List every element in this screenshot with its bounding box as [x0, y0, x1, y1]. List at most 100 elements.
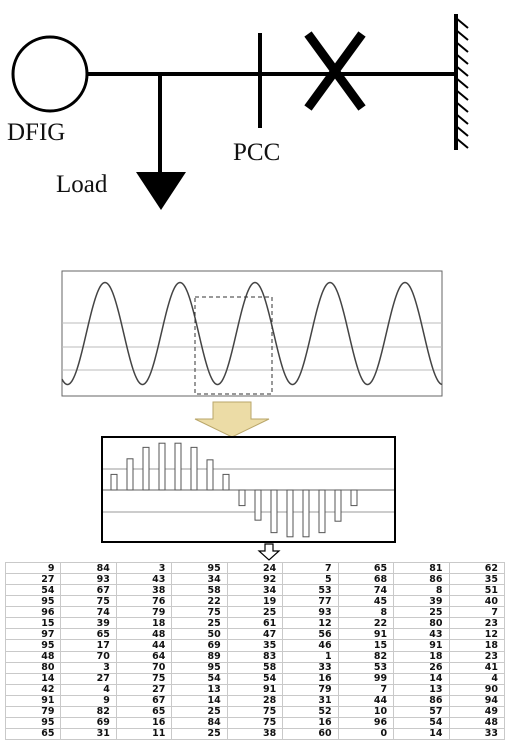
table-cell: 70	[115, 661, 173, 674]
table-cell: 35	[448, 573, 505, 586]
table-cell: 12	[282, 617, 339, 630]
table-cell: 18	[393, 650, 450, 663]
table-cell: 51	[448, 584, 505, 597]
table-cell: 65	[60, 628, 117, 641]
table-cell: 83	[226, 650, 284, 663]
table-cell: 91	[393, 639, 450, 652]
table-cell: 38	[226, 727, 284, 741]
table-row: 79 82 65 25 75 52 10 57 49	[4, 705, 505, 718]
table-cell: 69	[60, 716, 117, 729]
table-cell: 57	[393, 705, 450, 718]
table-cell: 39	[60, 617, 117, 630]
table-cell: 74	[337, 584, 395, 597]
table-cell: 24	[226, 561, 284, 575]
table-cell: 67	[115, 694, 173, 707]
table-cell: 49	[448, 705, 505, 718]
table-cell: 7	[282, 561, 339, 575]
table-cell: 54	[171, 672, 228, 685]
table-cell: 34	[171, 573, 228, 586]
table-row: 96 74 79 75 25 93 8 25 7	[4, 606, 505, 619]
table-cell: 38	[115, 584, 173, 597]
table-cell: 52	[282, 705, 339, 718]
table-cell: 79	[115, 606, 173, 619]
table-cell: 65	[4, 727, 62, 741]
bar-panel	[101, 436, 396, 543]
waveform-frame	[61, 270, 443, 397]
table-cell: 12	[448, 628, 505, 641]
table-cell: 91	[337, 628, 395, 641]
table-cell: 70	[60, 650, 117, 663]
table-cell: 65	[337, 561, 395, 575]
bar	[318, 489, 326, 534]
bar	[206, 459, 214, 491]
selection-window	[194, 296, 273, 395]
table-cell: 27	[115, 683, 173, 696]
bar-group	[110, 442, 358, 538]
waveform-gridlines	[62, 322, 442, 371]
table-cell: 54	[393, 716, 450, 729]
table-cell: 44	[337, 694, 395, 707]
table-cell: 3	[115, 561, 173, 575]
table-cell: 67	[60, 584, 117, 597]
table-row: 80 3 70 95 58 33 53 26 41	[4, 661, 505, 674]
table-cell: 58	[226, 661, 284, 674]
bar	[222, 473, 230, 491]
bar	[254, 489, 262, 521]
load-arrow-icon	[136, 172, 186, 210]
table-row: 91 9 67 14 28 31 44 86 94	[4, 694, 505, 707]
table-cell: 5	[282, 573, 339, 586]
table-cell: 7	[337, 683, 395, 696]
table-cell: 75	[226, 716, 284, 729]
table-cell: 80	[393, 617, 450, 630]
dfig-label: DFIG	[7, 119, 66, 146]
table-row: 97 65 48 50 47 56 91 43 12	[4, 628, 505, 641]
table-cell: 56	[282, 628, 339, 641]
table-cell: 22	[337, 617, 395, 630]
bar-gridlines	[103, 468, 394, 513]
table-cell: 34	[226, 584, 284, 597]
transform-arrow-icon	[194, 401, 270, 438]
bar	[350, 489, 358, 507]
table-cell: 64	[115, 650, 173, 663]
table-cell: 28	[226, 694, 284, 707]
table-cell: 58	[171, 584, 228, 597]
table-cell: 14	[393, 727, 450, 741]
table-row: 15 39 18 25 61 12 22 80 23	[4, 617, 505, 630]
table-cell: 8	[337, 606, 395, 619]
table-cell: 7	[448, 606, 505, 619]
table-cell: 44	[115, 639, 173, 652]
table-cell: 75	[60, 595, 117, 608]
table-row: 14 27 75 54 54 16 99 14 4	[4, 672, 505, 685]
bar	[142, 446, 150, 491]
table-cell: 65	[115, 705, 173, 718]
table-cell: 79	[4, 705, 62, 718]
table-cell: 11	[115, 727, 173, 741]
table-row: 9 84 3 95 24 7 65 81 62	[4, 561, 505, 575]
bar	[334, 489, 342, 522]
table-cell: 47	[226, 628, 284, 641]
table-cell: 14	[171, 694, 228, 707]
table-cell: 13	[393, 683, 450, 696]
table-row: 42 4 27 13 91 79 7 13 90	[4, 683, 505, 696]
table-cell: 93	[282, 606, 339, 619]
table-cell: 95	[4, 639, 62, 652]
table-cell: 9	[4, 561, 62, 575]
table-cell: 75	[226, 705, 284, 718]
table-row: 54 67 38 58 34 53 74 8 51	[4, 584, 505, 597]
data-table: 9 84 3 95 24 7 65 81 62 27 93 43 34 92 5 68 86 35 54 67 38 58…	[4, 561, 505, 741]
table-cell: 76	[115, 595, 173, 608]
bar	[270, 489, 278, 534]
table-row: 27 93 43 34 92 5 68 86 35	[4, 573, 505, 586]
table-cell: 31	[60, 727, 117, 741]
table-cell: 48	[4, 650, 62, 663]
table-cell: 77	[282, 595, 339, 608]
table-cell: 94	[448, 694, 505, 707]
table-cell: 33	[282, 661, 339, 674]
bar	[190, 446, 198, 491]
table-cell: 43	[393, 628, 450, 641]
table-cell: 19	[226, 595, 284, 608]
table-cell: 25	[171, 727, 228, 741]
bar	[110, 473, 118, 491]
dfig-generator-symbol	[11, 35, 89, 113]
table-row: 65 31 11 25 38 60 0 14 33	[4, 727, 505, 741]
